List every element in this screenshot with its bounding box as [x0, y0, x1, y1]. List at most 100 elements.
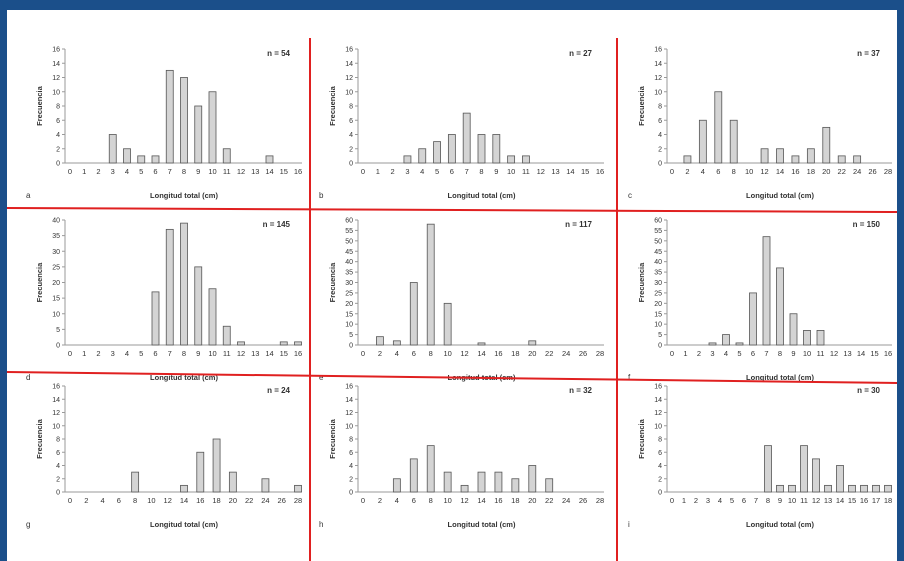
x-tick-label-d: 10 [208, 349, 216, 358]
y-axis-title-g: Frecuencia [35, 418, 44, 458]
y-axis-title-c: Frecuencia [637, 85, 646, 125]
x-tick-label-d: 2 [96, 349, 100, 358]
x-tick-label-c: 0 [670, 167, 674, 176]
y-tick-label-b: 10 [345, 89, 353, 96]
y-tick-label-d: 5 [56, 327, 60, 334]
bar-e-14 [477, 342, 486, 346]
x-tick-label-e: 20 [528, 349, 536, 358]
x-tick-label-d: 6 [153, 349, 157, 358]
x-tick-label-g: 18 [212, 496, 220, 505]
y-tick-label-b: 0 [349, 161, 353, 168]
y-tick-label-f: 50 [654, 238, 662, 245]
x-tick-label-i: 5 [730, 496, 734, 505]
y-tick-label-d: 25 [52, 264, 60, 271]
y-axis-title-i: Frecuencia [637, 418, 646, 458]
bar-a-7 [165, 69, 174, 164]
y-tick-label-c: 6 [658, 118, 662, 125]
y-tick-label-f: 15 [654, 311, 662, 318]
x-axis-title-f: Longitud total (cm) [746, 373, 814, 382]
x-tick-label-i: 13 [824, 496, 832, 505]
x-tick-label-h: 24 [562, 496, 570, 505]
x-tick-label-h: 14 [477, 496, 485, 505]
x-tick-label-i: 18 [884, 496, 892, 505]
bar-e-8 [426, 223, 435, 346]
x-tick-label-i: 14 [836, 496, 844, 505]
bar-a-9 [194, 105, 203, 164]
x-axis-title-d: Longitud total (cm) [150, 373, 218, 382]
n-label-g: n = 24 [267, 386, 290, 395]
x-tick-label-c: 18 [807, 167, 815, 176]
y-tick-label-a: 4 [56, 132, 60, 139]
y-tick-label-a: 14 [52, 61, 60, 68]
y-tick-label-f: 40 [654, 259, 662, 266]
bar-f-7 [762, 236, 771, 346]
x-tick-label-e: 8 [429, 349, 433, 358]
x-tick-label-d: 3 [111, 349, 115, 358]
y-tick-label-d: 0 [56, 343, 60, 350]
y-tick-label-b: 12 [345, 75, 353, 82]
y-tick-label-i: 10 [654, 423, 662, 430]
x-tick-label-h: 28 [596, 496, 604, 505]
y-tick-label-f: 55 [654, 228, 662, 235]
x-tick-label-b: 2 [391, 167, 395, 176]
bar-e-6 [409, 282, 418, 346]
bar-h-12 [460, 484, 469, 493]
x-tick-label-g: 14 [180, 496, 188, 505]
x-tick-label-b: 10 [507, 167, 515, 176]
y-tick-label-b: 8 [349, 104, 353, 111]
y-tick-label-e: 55 [345, 228, 353, 235]
x-tick-label-a: 3 [111, 167, 115, 176]
bar-e-10 [443, 302, 452, 346]
y-tick-label-f: 35 [654, 270, 662, 277]
y-tick-label-f: 30 [654, 280, 662, 287]
x-tick-label-h: 8 [429, 496, 433, 505]
y-tick-label-d: 10 [52, 311, 60, 318]
y-tick-label-c: 8 [658, 104, 662, 111]
x-tick-label-i: 7 [754, 496, 758, 505]
y-axis-title-e: Frecuencia [328, 262, 337, 302]
y-tick-label-c: 14 [654, 61, 662, 68]
x-tick-label-b: 5 [435, 167, 439, 176]
n-label-c: n = 37 [857, 49, 880, 58]
bar-g-14 [180, 484, 188, 493]
bar-h-6 [409, 458, 418, 493]
x-tick-label-g: 2 [84, 496, 88, 505]
bar-i-10 [788, 484, 796, 493]
bar-i-18 [884, 484, 892, 493]
bar-c-24 [853, 155, 862, 164]
bar-b-3 [403, 155, 412, 164]
x-tick-label-e: 6 [412, 349, 416, 358]
x-tick-label-b: 1 [376, 167, 380, 176]
x-tick-label-f: 1 [683, 349, 687, 358]
y-tick-label-e: 50 [345, 238, 353, 245]
panel-letter-h: h [319, 520, 323, 529]
y-tick-label-e: 40 [345, 259, 353, 266]
bar-e-2 [376, 336, 384, 346]
x-tick-label-i: 11 [800, 496, 808, 505]
bar-c-14 [776, 148, 784, 164]
y-tick-label-i: 6 [658, 450, 662, 457]
x-tick-label-b: 4 [420, 167, 424, 176]
x-tick-label-f: 5 [737, 349, 741, 358]
bar-c-6 [714, 91, 723, 164]
x-tick-label-a: 15 [280, 167, 288, 176]
y-axis-title-a: Frecuencia [35, 85, 44, 125]
x-tick-label-c: 6 [716, 167, 720, 176]
x-tick-label-b: 11 [522, 167, 530, 176]
x-tick-label-b: 14 [566, 167, 574, 176]
bar-i-14 [836, 465, 844, 493]
bar-b-6 [447, 134, 456, 164]
bar-g-8 [131, 471, 140, 493]
x-tick-label-g: 12 [164, 496, 172, 505]
bar-f-6 [749, 292, 757, 346]
y-axis-title-f: Frecuencia [637, 262, 646, 302]
y-tick-label-e: 60 [345, 218, 353, 225]
y-tick-label-e: 30 [345, 280, 353, 287]
bar-h-10 [443, 471, 452, 493]
bar-i-13 [824, 484, 832, 493]
x-tick-label-e: 2 [378, 349, 382, 358]
bar-a-10 [208, 91, 217, 164]
x-tick-label-h: 18 [511, 496, 519, 505]
x-tick-label-i: 9 [778, 496, 782, 505]
